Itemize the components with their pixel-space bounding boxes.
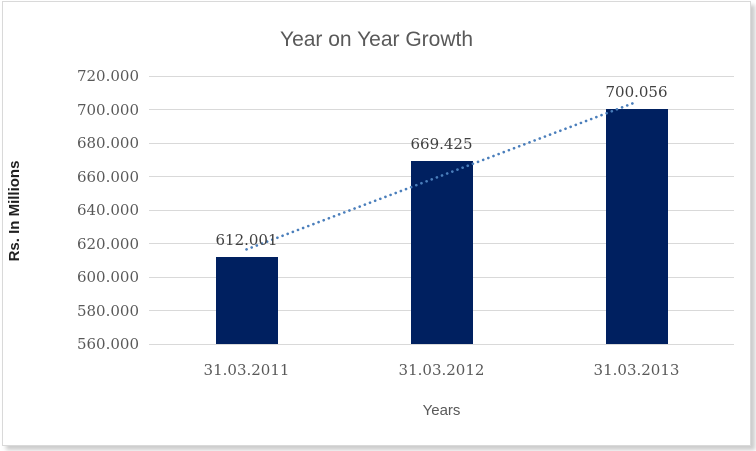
data-label: 700.056 [605, 83, 668, 102]
y-tick-label: 560.000 [76, 335, 139, 353]
bar-31.03.2011 [215, 256, 278, 344]
y-tick-label: 580.000 [76, 301, 139, 320]
x-tick-label: 31.03.2012 [398, 361, 485, 379]
y-axis-title: Rs. In Millions [6, 160, 23, 262]
y-tick-label: 640.000 [76, 201, 139, 219]
y-tick-label: 700.000 [76, 100, 139, 119]
trendline [245, 100, 638, 251]
x-axis-title: Years [422, 402, 461, 419]
gridline [149, 142, 734, 144]
x-tick-label: 31.03.2013 [593, 361, 680, 379]
gridline [149, 343, 734, 345]
chart-frame: Year on Year Growth Rs. In Millions 560.… [2, 1, 751, 446]
data-label: 669.425 [410, 134, 473, 153]
bar-31.03.2013 [605, 109, 668, 344]
gridline [149, 109, 734, 110]
x-tick-label: 31.03.2011 [203, 361, 290, 379]
y-tick-label: 720.000 [76, 67, 139, 85]
gridline [149, 75, 734, 77]
y-tick-label: 660.000 [76, 167, 139, 186]
y-tick-label: 620.000 [76, 234, 139, 253]
y-tick-label: 680.000 [76, 134, 139, 152]
plot-area [149, 75, 734, 345]
bar-31.03.2012 [410, 160, 473, 344]
data-label: 612.001 [215, 230, 278, 249]
chart-title: Year on Year Growth [279, 28, 474, 51]
y-tick-label: 600.000 [76, 268, 139, 286]
